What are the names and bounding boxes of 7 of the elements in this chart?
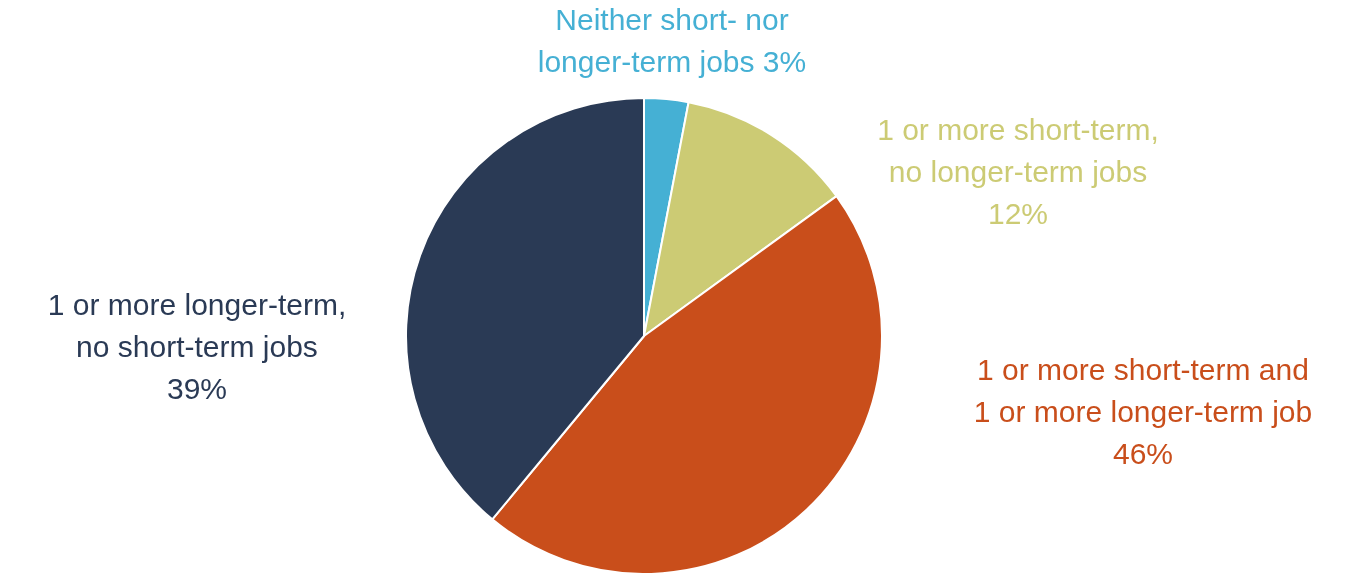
slice-label: 1 or more short-term and 1 or more longer-term job bbox=[973, 353, 1313, 428]
slice-label: Neither short- nor longer-term jobs 3% bbox=[537, 3, 807, 78]
data-label: 39% bbox=[166, 372, 228, 405]
data-label: 46% bbox=[1112, 437, 1174, 470]
slice-label: 1 or more longer-term, no short-term jobs bbox=[47, 288, 347, 363]
slice-label: 1 or more short-term, no longer-term jobs bbox=[877, 113, 1159, 188]
data-label: 12% bbox=[987, 197, 1049, 230]
